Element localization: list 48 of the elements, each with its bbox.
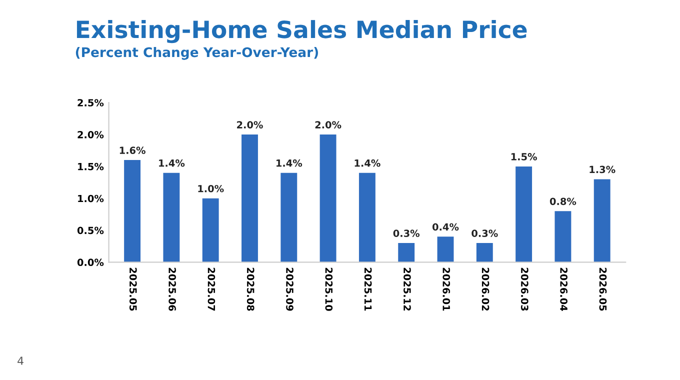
y-tick-label: 1.5% xyxy=(78,162,104,170)
y-tick-label: 2.0% xyxy=(78,131,104,138)
bar xyxy=(594,179,610,262)
data-label: 1.5% xyxy=(511,153,537,160)
data-label: 1.0% xyxy=(198,184,224,192)
data-label: 1.4% xyxy=(276,159,302,167)
y-tick-label: 0.5% xyxy=(77,226,104,234)
bar xyxy=(163,172,180,262)
x-tick-label: 2025.08 xyxy=(246,268,254,311)
bar xyxy=(320,134,336,262)
data-label: 1.6% xyxy=(120,146,146,154)
bar xyxy=(124,160,141,262)
data-label: 1.4% xyxy=(354,159,380,167)
data-label: 0.3% xyxy=(393,230,420,237)
data-label: 2.0% xyxy=(237,121,263,128)
data-label: 1.3% xyxy=(590,166,616,174)
bar xyxy=(554,211,572,262)
bar xyxy=(280,172,298,262)
bar xyxy=(398,243,415,262)
bar xyxy=(516,166,532,262)
y-tick-label: 2.5% xyxy=(78,99,104,106)
bar xyxy=(437,236,454,262)
x-tick-label: 2025.07 xyxy=(208,268,216,311)
x-tick-label: 2026.02 xyxy=(482,268,490,310)
x-tick-label: 2026.04 xyxy=(560,268,568,311)
y-tick-label: 0.0% xyxy=(77,258,104,266)
x-tick-label: 2025.12 xyxy=(404,268,411,310)
chart-subtitle: (Percent Change Year-Over-Year) xyxy=(76,46,318,60)
text: 4 xyxy=(18,356,24,365)
y-tick-label: 1.0% xyxy=(78,194,104,202)
chart-title: Existing-Home Sales Median Price xyxy=(76,20,527,44)
data-label: 0.3% xyxy=(472,230,498,237)
x-tick-label: 2025.09 xyxy=(286,268,294,311)
data-label: 0.4% xyxy=(432,223,459,231)
bar xyxy=(242,134,258,262)
data-label: 2.0% xyxy=(315,121,342,128)
bar xyxy=(202,198,219,262)
bar xyxy=(476,243,493,262)
x-tick-label: 2025.11 xyxy=(364,268,372,311)
x-tick-label: 2026.03 xyxy=(520,268,528,311)
x-tick-label: 2025.05 xyxy=(129,268,137,311)
x-tick-label: 2025.10 xyxy=(325,268,333,311)
bar xyxy=(358,172,376,262)
data-label: 0.8% xyxy=(550,198,576,206)
x-tick-label: 2025.06 xyxy=(168,268,176,311)
x-tick-label: 2026.01 xyxy=(442,268,450,311)
data-label: 1.4% xyxy=(159,159,185,167)
x-tick-label: 2026.05 xyxy=(599,268,607,311)
